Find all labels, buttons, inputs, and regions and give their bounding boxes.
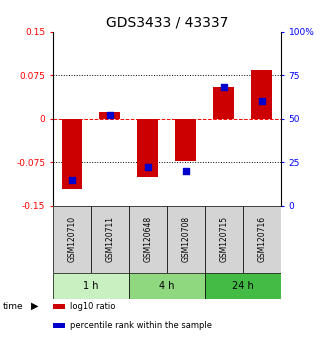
Text: GSM120716: GSM120716 (257, 216, 266, 262)
Text: ▶: ▶ (30, 301, 38, 311)
Text: 24 h: 24 h (232, 281, 254, 291)
Bar (62, 119, 82, 189)
Bar (53, 206, 91, 273)
Point (145, 165, 151, 170)
Bar (205, 273, 281, 299)
Text: log10 ratio: log10 ratio (70, 302, 116, 311)
Point (259, 98, 265, 104)
Bar (129, 273, 205, 299)
Bar (137, 119, 158, 177)
Text: GSM120711: GSM120711 (105, 216, 115, 262)
Text: GSM120710: GSM120710 (67, 216, 76, 262)
Bar (53, 304, 65, 309)
Bar (213, 87, 234, 119)
Point (183, 168, 188, 174)
Bar (167, 206, 205, 273)
Text: GSM120648: GSM120648 (143, 216, 152, 262)
Bar (251, 69, 272, 119)
Bar (53, 323, 65, 328)
Text: GSM120715: GSM120715 (219, 216, 229, 262)
Point (69, 177, 74, 182)
Text: percentile rank within the sample: percentile rank within the sample (70, 321, 213, 330)
Bar (129, 206, 167, 273)
Text: time: time (3, 302, 24, 311)
Text: GSM120708: GSM120708 (181, 216, 190, 262)
Bar (176, 119, 196, 160)
Bar (205, 206, 243, 273)
Text: 1 h: 1 h (83, 281, 99, 291)
Text: 4 h: 4 h (159, 281, 175, 291)
Bar (53, 273, 129, 299)
Title: GDS3433 / 43337: GDS3433 / 43337 (106, 15, 228, 29)
Bar (243, 206, 281, 273)
Bar (100, 112, 120, 119)
Bar (91, 206, 129, 273)
Point (107, 113, 113, 118)
Point (221, 85, 227, 90)
